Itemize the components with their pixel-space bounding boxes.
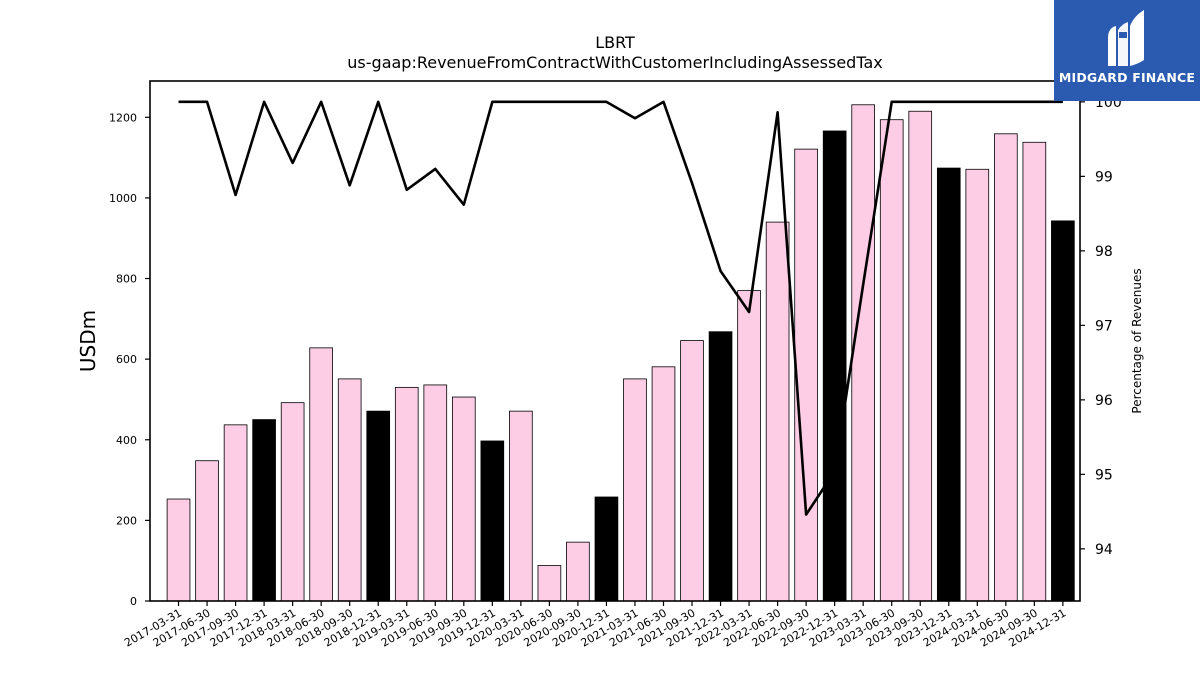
y2-tick-label: 99 — [1095, 169, 1113, 185]
bar-2019-06-30 — [423, 384, 448, 602]
bar-2017-03-31 — [166, 498, 191, 602]
bar-2018-06-30 — [309, 347, 333, 602]
y-axis-label: USDm — [76, 310, 100, 372]
line-group — [178, 100, 1063, 516]
y-tick-label: 1000 — [109, 192, 137, 205]
bar-2017-06-30 — [195, 460, 219, 602]
percentage-line — [178, 100, 1063, 516]
bar-2023-12-31 — [936, 167, 961, 602]
chart-subtitle: us-gaap:RevenueFromContractWithCustomerI… — [347, 53, 882, 72]
bar-2021-03-31 — [623, 378, 647, 602]
bars-group — [166, 104, 1075, 602]
bar-2022-09-30 — [794, 148, 818, 602]
logo-text: MIDGARD FINANCE — [1058, 70, 1196, 85]
bar-2019-12-31 — [480, 440, 505, 602]
bar-2023-03-31 — [851, 104, 876, 602]
bar-2020-09-30 — [566, 541, 590, 602]
y2-tick-label: 98 — [1095, 244, 1113, 260]
y2-tick-label: 96 — [1095, 393, 1113, 409]
y-tick-label: 200 — [116, 514, 137, 527]
bar-2020-06-30 — [537, 565, 562, 602]
y2-tick-label: 95 — [1095, 467, 1113, 483]
bar-2022-12-31 — [822, 130, 847, 602]
y-tick-label: 0 — [130, 595, 137, 608]
bar-2017-09-30 — [223, 424, 248, 602]
bar-2024-03-31 — [965, 168, 990, 602]
plot-frame — [149, 80, 1081, 602]
bar-2019-09-30 — [451, 396, 476, 602]
y-tick-label: 800 — [116, 273, 137, 286]
bar-2024-12-31 — [1051, 220, 1075, 602]
y-tick-label: 400 — [116, 434, 137, 447]
bar-2018-03-31 — [280, 402, 305, 602]
bar-2020-12-31 — [594, 496, 619, 602]
y2-tick-label: 94 — [1095, 542, 1113, 558]
chart-title: LBRT — [595, 33, 635, 52]
y-tick-label: 1200 — [109, 111, 137, 124]
bar-2018-12-31 — [366, 410, 391, 602]
bar-2023-06-30 — [879, 119, 904, 602]
brand-logo: MIDGARD FINANCE — [1054, 0, 1200, 101]
bar-2017-12-31 — [252, 419, 276, 602]
bar-2022-06-30 — [765, 221, 790, 602]
bar-2021-12-31 — [708, 331, 733, 602]
bar-2023-09-30 — [908, 110, 933, 602]
y2-axis-label: Percentage of Revenues — [1130, 268, 1144, 413]
bar-2024-09-30 — [1022, 141, 1047, 602]
bar-2022-03-31 — [737, 290, 761, 602]
y-tick-label: 600 — [116, 353, 137, 366]
bar-2019-03-31 — [394, 386, 419, 602]
bar-2024-06-30 — [994, 133, 1018, 602]
bar-2020-03-31 — [509, 410, 533, 602]
logo-icon — [1108, 10, 1144, 66]
bar-2018-09-30 — [337, 378, 362, 602]
y2-tick-label: 97 — [1095, 318, 1113, 334]
bar-2021-09-30 — [680, 340, 704, 602]
bar-2021-06-30 — [651, 366, 676, 602]
